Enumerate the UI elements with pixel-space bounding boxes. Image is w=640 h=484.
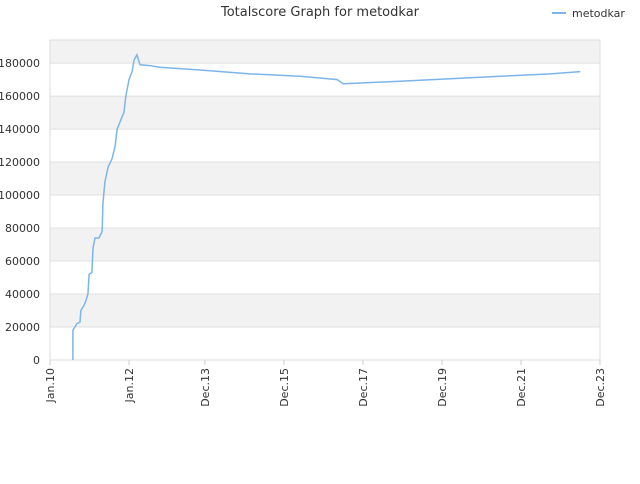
y-tick-label: 140000 — [0, 123, 40, 136]
plot-band — [50, 294, 600, 328]
x-tick-label: Dec.21 — [515, 368, 528, 407]
x-tick-label: Dec.15 — [278, 368, 291, 407]
plot-band — [50, 40, 600, 64]
plot-band — [50, 228, 600, 262]
x-tick-label: Dec.13 — [199, 368, 212, 407]
y-tick-label: 80000 — [5, 222, 40, 235]
data-line — [72, 52, 581, 360]
y-tick-label: 180000 — [0, 57, 40, 70]
y-tick-label: 100000 — [0, 189, 40, 202]
plot-band — [50, 96, 600, 130]
x-tick-label: Jan.10 — [44, 368, 57, 403]
y-tick-label: 20000 — [5, 321, 40, 334]
y-tick-label: 40000 — [5, 288, 40, 301]
x-tick-label: Jan.12 — [123, 368, 136, 403]
y-tick-label: 0 — [33, 354, 40, 367]
x-tick-label: Dec.19 — [436, 368, 449, 407]
legend-label: metodkar — [572, 7, 625, 20]
x-tick-label: Dec.23 — [594, 368, 607, 407]
x-tick-label: Dec.17 — [357, 368, 370, 407]
y-tick-label: 60000 — [5, 255, 40, 268]
chart-title: Totalscore Graph for metodkar — [220, 5, 420, 20]
y-tick-label: 120000 — [0, 156, 40, 169]
plot-border — [49, 39, 601, 361]
plot-band — [50, 162, 600, 196]
y-tick-label: 160000 — [0, 90, 40, 103]
